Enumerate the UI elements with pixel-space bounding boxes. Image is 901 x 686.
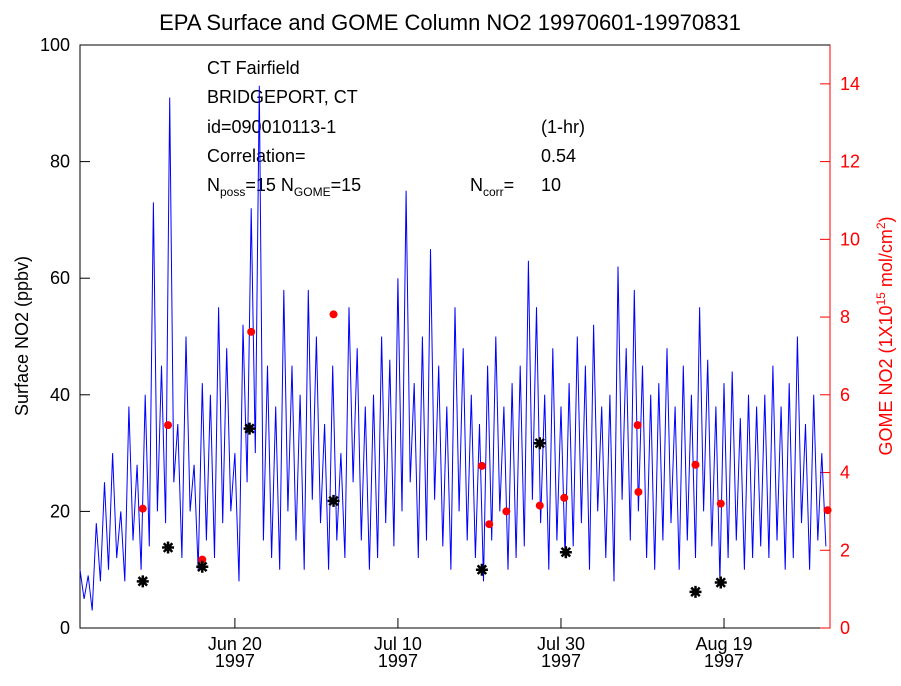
x-tick-label: Jun 20 1997 [208, 634, 262, 671]
asterisk-marker [533, 437, 546, 450]
gome-dot [691, 460, 700, 469]
annotation-part: =15 [331, 175, 362, 195]
annotation-part: id=090010113-1 [207, 117, 336, 137]
asterisk-marker [162, 541, 175, 554]
annotation-part: N [207, 175, 220, 195]
annotation: Ncorr= [470, 175, 514, 199]
y2-tick-label: 0 [840, 618, 850, 638]
annotation: Correlation= [207, 146, 306, 166]
x-tick-label: Aug 19 1997 [695, 634, 752, 671]
y2-axis-label-part: mol/cm [876, 229, 896, 292]
gome-dot [633, 421, 642, 430]
y-tick-label: 40 [50, 385, 70, 405]
gome-dot [247, 327, 256, 336]
annotation-part: (1-hr) [541, 117, 585, 137]
asterisk-marker [196, 560, 209, 573]
annotation-part: corr [483, 185, 504, 199]
asterisk-marker [327, 494, 340, 507]
annotation: 0.54 [541, 146, 576, 166]
gome-dot [560, 493, 569, 502]
gome-dot [477, 461, 486, 470]
asterisk-marker [559, 546, 572, 559]
gome-dot [329, 310, 338, 319]
y2-axis-label-part: ) [876, 216, 896, 222]
annotation-part: =15 N [245, 175, 294, 195]
chart-title: EPA Surface and GOME Column NO2 19970601… [159, 10, 741, 35]
x-tick-label: Jul 30 1997 [537, 634, 585, 671]
y-tick-label: 20 [50, 501, 70, 521]
annotation-part: BRIDGEPORT, CT [207, 87, 358, 107]
annotation: id=090010113-1 [207, 117, 336, 137]
y2-tick-label: 6 [840, 385, 850, 405]
gome-dot [198, 555, 207, 564]
annotation: 10 [541, 175, 561, 195]
annotation: CT Fairfield [207, 58, 300, 78]
annotation-part: GOME [294, 185, 331, 199]
asterisk-marker [475, 563, 488, 576]
y-tick-label: 100 [40, 35, 70, 55]
gome-dot [716, 499, 725, 508]
gome-dot [634, 487, 643, 496]
y-tick-label: 0 [60, 618, 70, 638]
y2-axis-label: GOME NO2 (1X1015 mol/cm2) [874, 216, 896, 455]
asterisk-marker [689, 585, 702, 598]
y2-tick-label: 14 [840, 74, 860, 94]
annotation-part: poss [220, 185, 245, 199]
annotation-part: 0.54 [541, 146, 576, 166]
annotation: Nposs=15 NGOME=15 [207, 175, 361, 199]
gome-dot [485, 520, 494, 529]
x-tick-label: Jul 10 1997 [374, 634, 422, 671]
gome-dot [164, 421, 173, 430]
y-tick-label: 80 [50, 152, 70, 172]
annotation-part: N [470, 175, 483, 195]
y2-tick-label: 12 [840, 152, 860, 172]
y2-tick-label: 8 [840, 307, 850, 327]
gome-dot [138, 504, 147, 513]
annotation-part: Correlation= [207, 146, 306, 166]
y2-tick-label: 2 [840, 540, 850, 560]
annotation: BRIDGEPORT, CT [207, 87, 358, 107]
y2-tick-label: 4 [840, 463, 850, 483]
gome-dot [535, 501, 544, 510]
y2-axis-label-part: GOME NO2 (1X10 [876, 306, 896, 456]
asterisk-marker [136, 575, 149, 588]
gome-dot [823, 506, 832, 515]
y2-axis-label-part: 2 [874, 222, 888, 229]
y-axis-label: Surface NO2 (ppbv) [12, 256, 32, 416]
surface-line [79, 85, 827, 611]
asterisk-marker [714, 576, 727, 589]
gome-dot [502, 507, 511, 516]
annotation-part: = [504, 175, 515, 195]
y2-axis-label-part: 15 [874, 292, 888, 306]
y2-tick-label: 10 [840, 229, 860, 249]
annotation: (1-hr) [541, 117, 585, 137]
annotation-part: CT Fairfield [207, 58, 300, 78]
asterisk-marker [243, 422, 256, 435]
y-tick-label: 60 [50, 268, 70, 288]
annotation-part: 10 [541, 175, 561, 195]
